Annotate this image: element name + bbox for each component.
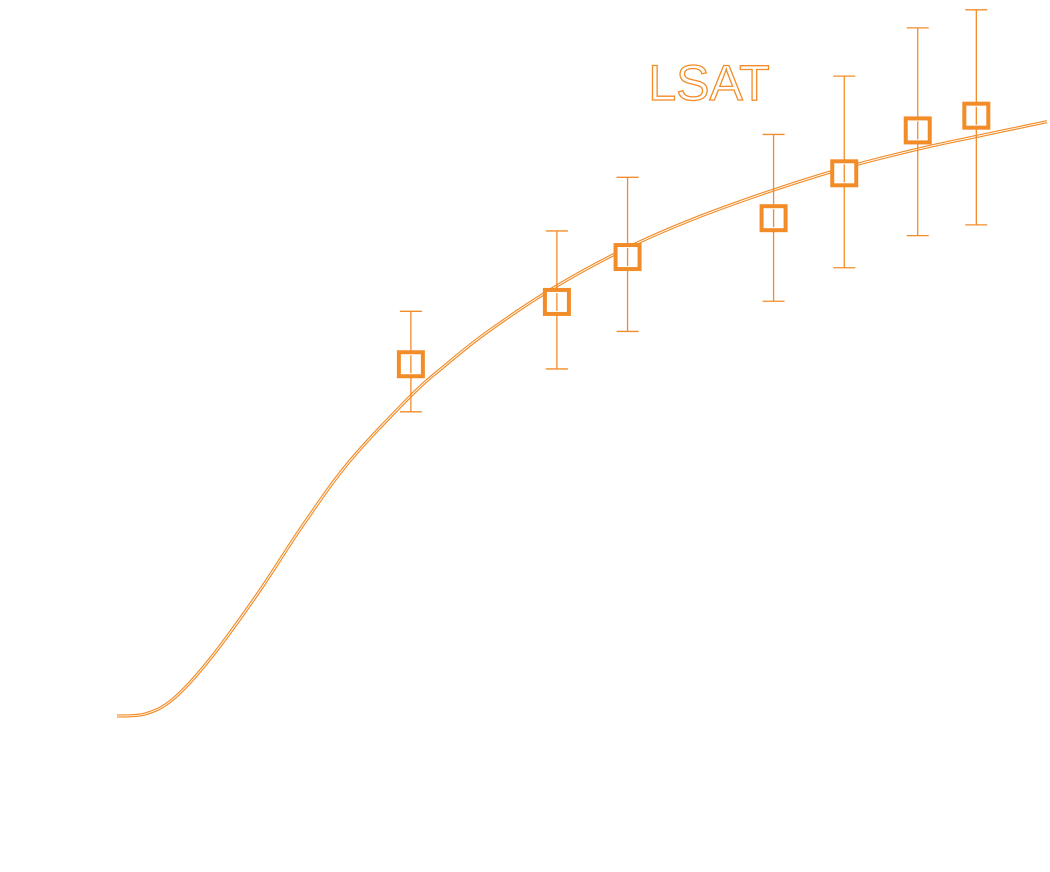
data-point-6 — [903, 116, 932, 145]
data-point-3 — [613, 243, 642, 272]
fit-curve — [116, 120, 1048, 718]
marker-layer — [396, 101, 991, 379]
data-point-5 — [830, 159, 859, 188]
fit-curve-inner — [116, 121, 1048, 717]
data-point-7 — [962, 101, 991, 130]
plot-area — [116, 9, 1048, 718]
data-point-2 — [542, 287, 571, 316]
data-point-1 — [396, 350, 425, 379]
data-point-4 — [759, 204, 788, 233]
series-label: LSAT — [648, 55, 769, 111]
fit-curve-layer — [116, 120, 1048, 718]
